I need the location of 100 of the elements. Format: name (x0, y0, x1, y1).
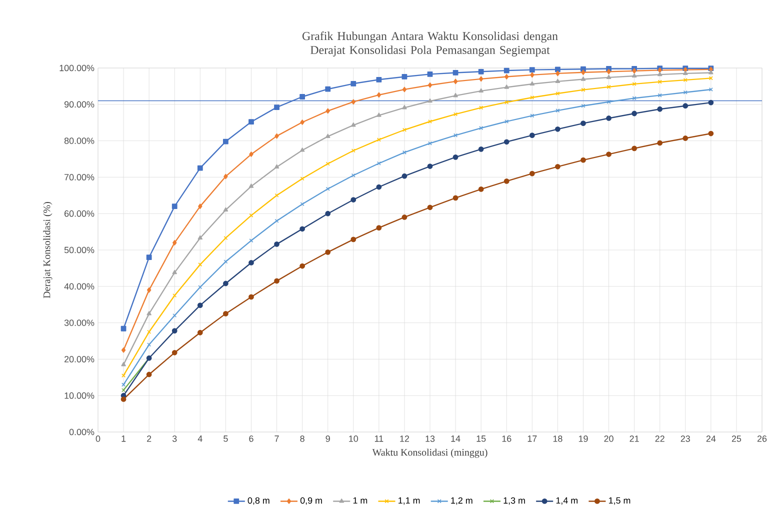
point (274, 104, 280, 110)
y-tick-label: 0.00% (69, 428, 94, 436)
point (632, 73, 637, 78)
point (172, 293, 177, 298)
x-tick-label: 8 (300, 436, 304, 442)
point (402, 214, 408, 220)
point (428, 119, 432, 124)
y-tick-label: 40.00% (64, 283, 94, 290)
point (121, 362, 126, 366)
point (224, 174, 228, 180)
point (147, 342, 152, 347)
point (479, 126, 484, 130)
point (249, 213, 254, 218)
point (300, 202, 304, 206)
point (248, 119, 254, 125)
point (172, 350, 178, 356)
point (172, 240, 177, 246)
x-axis-title: Waktu Konsolidasi (minggu) (372, 448, 488, 458)
point (197, 330, 203, 336)
point (580, 76, 586, 81)
point (428, 98, 432, 103)
point (504, 100, 509, 104)
point (555, 126, 560, 132)
x-tick-label: 1 (122, 436, 126, 442)
point (428, 82, 432, 88)
y-tick-label: 90.00% (64, 101, 94, 108)
point (198, 204, 202, 210)
legend-label: 1,3 m (504, 497, 525, 505)
point (452, 154, 458, 160)
point (274, 218, 279, 223)
point (376, 76, 382, 82)
x-tick-label: 7 (274, 436, 279, 442)
point (657, 72, 662, 76)
x-tick-label: 5 (224, 436, 228, 442)
x-tick-label: 14 (451, 436, 460, 442)
y-tick-label: 80.00% (64, 138, 94, 144)
x-tick-label: 13 (426, 436, 435, 442)
point (198, 285, 202, 290)
legend-label: 1,2 m (451, 497, 472, 505)
x-tick-label: 18 (553, 436, 562, 442)
point (683, 90, 688, 94)
point (249, 238, 254, 243)
legend-label: 1,4 m (556, 497, 578, 505)
point (146, 254, 152, 260)
point (350, 236, 356, 242)
point (223, 207, 228, 212)
y-tick-label: 70.00% (64, 174, 94, 180)
point (351, 99, 356, 105)
point (478, 186, 484, 192)
legend-label: 1,5 m (608, 497, 630, 505)
point (376, 184, 382, 190)
x-tick-label: 6 (249, 436, 254, 442)
point (172, 314, 177, 318)
point (402, 86, 407, 92)
point (376, 112, 382, 117)
x-tick-label: 11 (374, 436, 384, 442)
y-tick-label: 100.00% (60, 64, 94, 72)
y-tick-label: 10.00% (64, 392, 94, 399)
point (581, 70, 586, 76)
point (248, 260, 254, 266)
point (632, 68, 636, 74)
point (274, 164, 280, 169)
point (478, 146, 484, 152)
point (197, 165, 203, 171)
point (454, 112, 458, 116)
point (708, 130, 714, 136)
x-tick-label: 22 (655, 436, 664, 442)
point (478, 88, 484, 92)
point (708, 70, 714, 74)
point (350, 80, 356, 86)
x-tick-label: 17 (528, 436, 537, 442)
point (172, 270, 177, 274)
point (606, 74, 612, 80)
point (300, 226, 305, 232)
point (121, 347, 126, 353)
point (376, 92, 382, 98)
x-tick-label: 21 (630, 436, 639, 442)
point (683, 78, 688, 82)
point (376, 161, 381, 166)
point (402, 104, 407, 110)
point (350, 197, 356, 202)
point (504, 119, 509, 124)
point (530, 114, 534, 118)
point (581, 104, 586, 108)
point (376, 138, 381, 142)
legend-label: 1 m (353, 497, 368, 504)
point (198, 262, 202, 267)
point (325, 86, 331, 92)
x-tick-label: 10 (349, 436, 358, 442)
point (556, 108, 560, 113)
point (657, 106, 663, 112)
point (326, 162, 330, 166)
point (452, 195, 458, 201)
point (147, 330, 152, 334)
point (249, 152, 254, 157)
point (248, 184, 254, 188)
point (556, 91, 560, 96)
point (658, 93, 662, 98)
point (708, 100, 714, 106)
x-tick-label: 12 (400, 436, 409, 442)
